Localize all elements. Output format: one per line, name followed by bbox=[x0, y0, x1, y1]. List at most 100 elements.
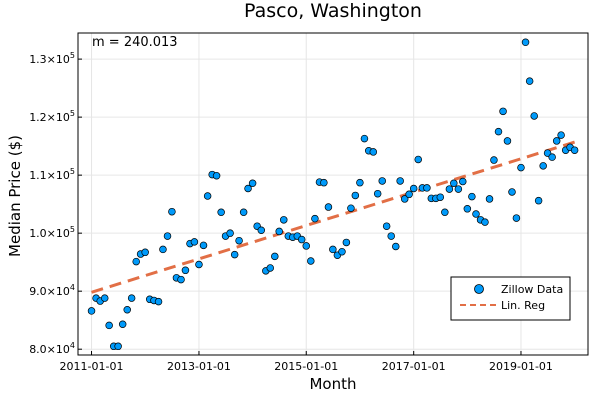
data-point bbox=[378, 177, 386, 185]
data-point bbox=[570, 146, 579, 154]
data-point bbox=[154, 297, 163, 306]
data-point bbox=[257, 226, 266, 235]
regression-line-path bbox=[91, 140, 576, 294]
y-ticks: 8.0×104 9.0×104 1.0×105 1.1×105 1.2×105 1.3×1… bbox=[29, 51, 82, 356]
data-point bbox=[235, 236, 243, 245]
data-point bbox=[472, 210, 480, 218]
x-ticks: 2011-01-01 2013-01-01 2015-01-01 2017-01-01… bbox=[60, 351, 553, 373]
data-point bbox=[159, 245, 167, 254]
data-point bbox=[481, 218, 489, 226]
data-point bbox=[266, 264, 274, 272]
data-point bbox=[297, 235, 306, 244]
data-point bbox=[163, 232, 172, 240]
data-point bbox=[468, 192, 476, 201]
legend-marker-zillow bbox=[474, 284, 484, 294]
data-point bbox=[414, 155, 422, 164]
data-point bbox=[436, 193, 445, 201]
data-point bbox=[445, 185, 454, 193]
data-point bbox=[382, 222, 391, 230]
data-point bbox=[423, 184, 431, 192]
grid bbox=[78, 33, 588, 355]
data-point bbox=[490, 156, 498, 164]
data-point bbox=[280, 216, 288, 224]
data-point bbox=[534, 196, 543, 205]
data-point bbox=[347, 204, 355, 212]
data-point bbox=[552, 137, 561, 145]
data-point bbox=[557, 131, 565, 139]
data-point bbox=[454, 185, 463, 193]
data-point bbox=[517, 163, 525, 172]
data-point bbox=[239, 208, 248, 217]
data-point bbox=[485, 195, 494, 203]
x-tick-label: 2013-01-01 bbox=[167, 360, 231, 373]
data-point bbox=[275, 227, 283, 236]
data-point bbox=[338, 247, 346, 256]
data-point bbox=[123, 305, 131, 314]
data-point bbox=[369, 148, 378, 156]
data-point bbox=[141, 248, 149, 257]
x-axis-title: Month bbox=[309, 375, 356, 393]
y-tick-label: 8.0×104 bbox=[29, 341, 75, 356]
x-tick-label: 2015-01-01 bbox=[274, 360, 338, 373]
data-point bbox=[100, 294, 109, 302]
data-point bbox=[539, 162, 547, 170]
data-point bbox=[181, 266, 190, 275]
data-point bbox=[226, 229, 234, 237]
data-point bbox=[525, 77, 534, 85]
slope-annotation: m = 240.013 bbox=[92, 35, 178, 50]
data-point bbox=[320, 178, 328, 187]
data-point bbox=[127, 294, 136, 302]
data-point bbox=[168, 207, 176, 216]
data-point bbox=[441, 208, 449, 217]
y-tick-label: 1.3×105 bbox=[29, 51, 75, 66]
x-tick-label: 2011-01-01 bbox=[60, 360, 124, 373]
regression-line bbox=[91, 140, 576, 294]
plot-frame bbox=[77, 32, 589, 356]
data-point bbox=[521, 38, 530, 47]
data-point bbox=[199, 241, 208, 250]
data-point bbox=[324, 203, 333, 211]
data-point bbox=[118, 320, 127, 329]
legend: Zillow Data Lin. Reg bbox=[450, 276, 571, 321]
data-point bbox=[405, 190, 413, 199]
data-point bbox=[499, 107, 507, 116]
data-point bbox=[329, 245, 337, 254]
data-point bbox=[307, 257, 315, 265]
data-point bbox=[212, 171, 221, 180]
data-point bbox=[400, 195, 409, 203]
data-point bbox=[494, 127, 503, 136]
data-point bbox=[409, 184, 418, 193]
data-point bbox=[203, 192, 212, 200]
data-point bbox=[396, 177, 404, 185]
y-tick-label: 1.2×105 bbox=[29, 109, 75, 124]
data-point bbox=[195, 260, 203, 269]
data-point bbox=[459, 177, 467, 186]
data-point bbox=[503, 137, 512, 145]
data-point bbox=[302, 242, 311, 250]
chart-title: Pasco, Washington bbox=[244, 0, 422, 22]
data-point bbox=[244, 184, 252, 193]
data-point bbox=[87, 307, 96, 315]
data-point bbox=[177, 275, 185, 284]
data-point bbox=[132, 257, 140, 266]
data-point bbox=[360, 134, 369, 143]
legend-label-zillow: Zillow Data bbox=[501, 283, 563, 296]
y-axis-title: Median Price ($) bbox=[6, 135, 24, 257]
y-tick-label: 1.0×105 bbox=[29, 225, 75, 240]
data-point bbox=[450, 179, 458, 188]
data-point bbox=[392, 242, 400, 251]
scatter-points bbox=[87, 38, 579, 351]
data-point bbox=[351, 191, 360, 200]
data-point bbox=[311, 214, 319, 223]
legend-box bbox=[450, 276, 571, 321]
data-point bbox=[190, 238, 199, 246]
data-point bbox=[387, 232, 395, 240]
y-tick-label: 1.1×105 bbox=[29, 167, 75, 182]
x-tick-label: 2017-01-01 bbox=[382, 360, 446, 373]
legend-label-linreg: Lin. Reg bbox=[501, 299, 545, 312]
data-point bbox=[230, 250, 239, 259]
data-point bbox=[217, 208, 225, 217]
data-point bbox=[248, 179, 257, 188]
